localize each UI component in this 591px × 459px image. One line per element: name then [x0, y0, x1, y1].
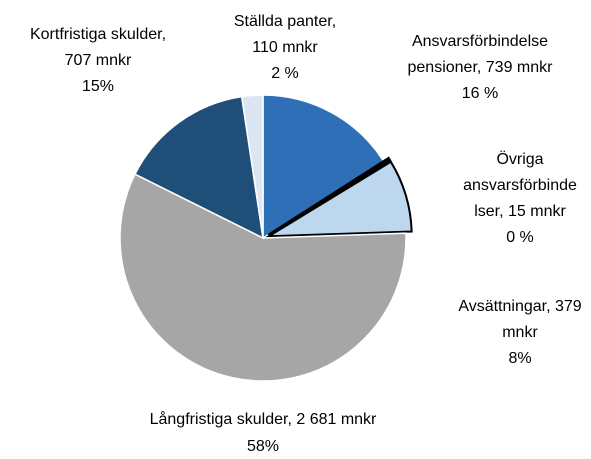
slice-label: Kortfristiga skulder,	[30, 26, 166, 43]
slice-label: pensioner, 739 mnkr	[408, 59, 554, 76]
pie-slice	[134, 95, 264, 240]
slice-label: Övriga	[496, 150, 543, 168]
slice-label: 110 mnkr	[252, 39, 318, 56]
slice-label: Långfristiga skulder, 2 681 mnkr	[150, 410, 377, 428]
slice-label: 2 %	[271, 65, 299, 82]
slice-label: mnkr	[502, 324, 538, 341]
slice-label: 8%	[508, 350, 531, 367]
pie-slice	[262, 94, 385, 240]
slice-label: Avsättningar, 379	[458, 298, 581, 315]
slice-label: 15%	[82, 78, 114, 95]
slice-label: Ansvarsförbindelse	[412, 33, 548, 50]
slice-label: 58%	[247, 438, 279, 455]
slice-label: lser, 15 mnkr	[474, 203, 566, 220]
pie-slice	[240, 94, 264, 239]
slice-label: 707 mnkr	[65, 52, 132, 69]
slice-label: Ställda panter,	[234, 13, 336, 30]
slice-label: ansvarsförbinde	[463, 177, 577, 194]
slice-label: 16 %	[462, 85, 498, 102]
slice-label: 0 %	[506, 229, 534, 246]
pie-slice	[264, 160, 413, 238]
pie-slice	[267, 156, 392, 236]
pie-slice	[119, 173, 407, 382]
